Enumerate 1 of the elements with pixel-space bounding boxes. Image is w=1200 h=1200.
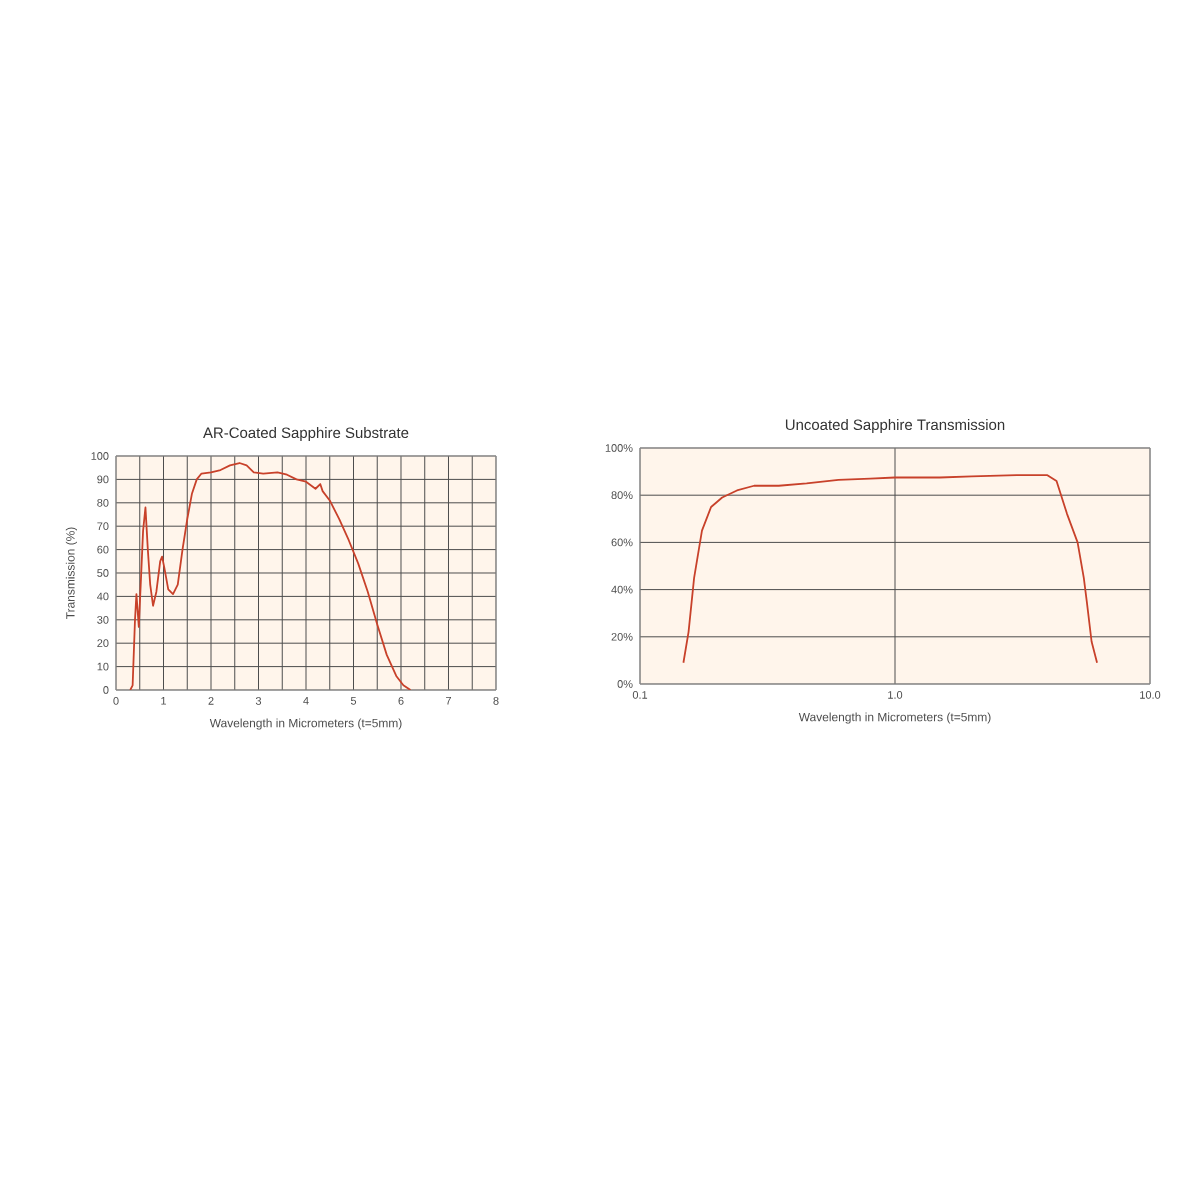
line-series (129, 462, 412, 690)
